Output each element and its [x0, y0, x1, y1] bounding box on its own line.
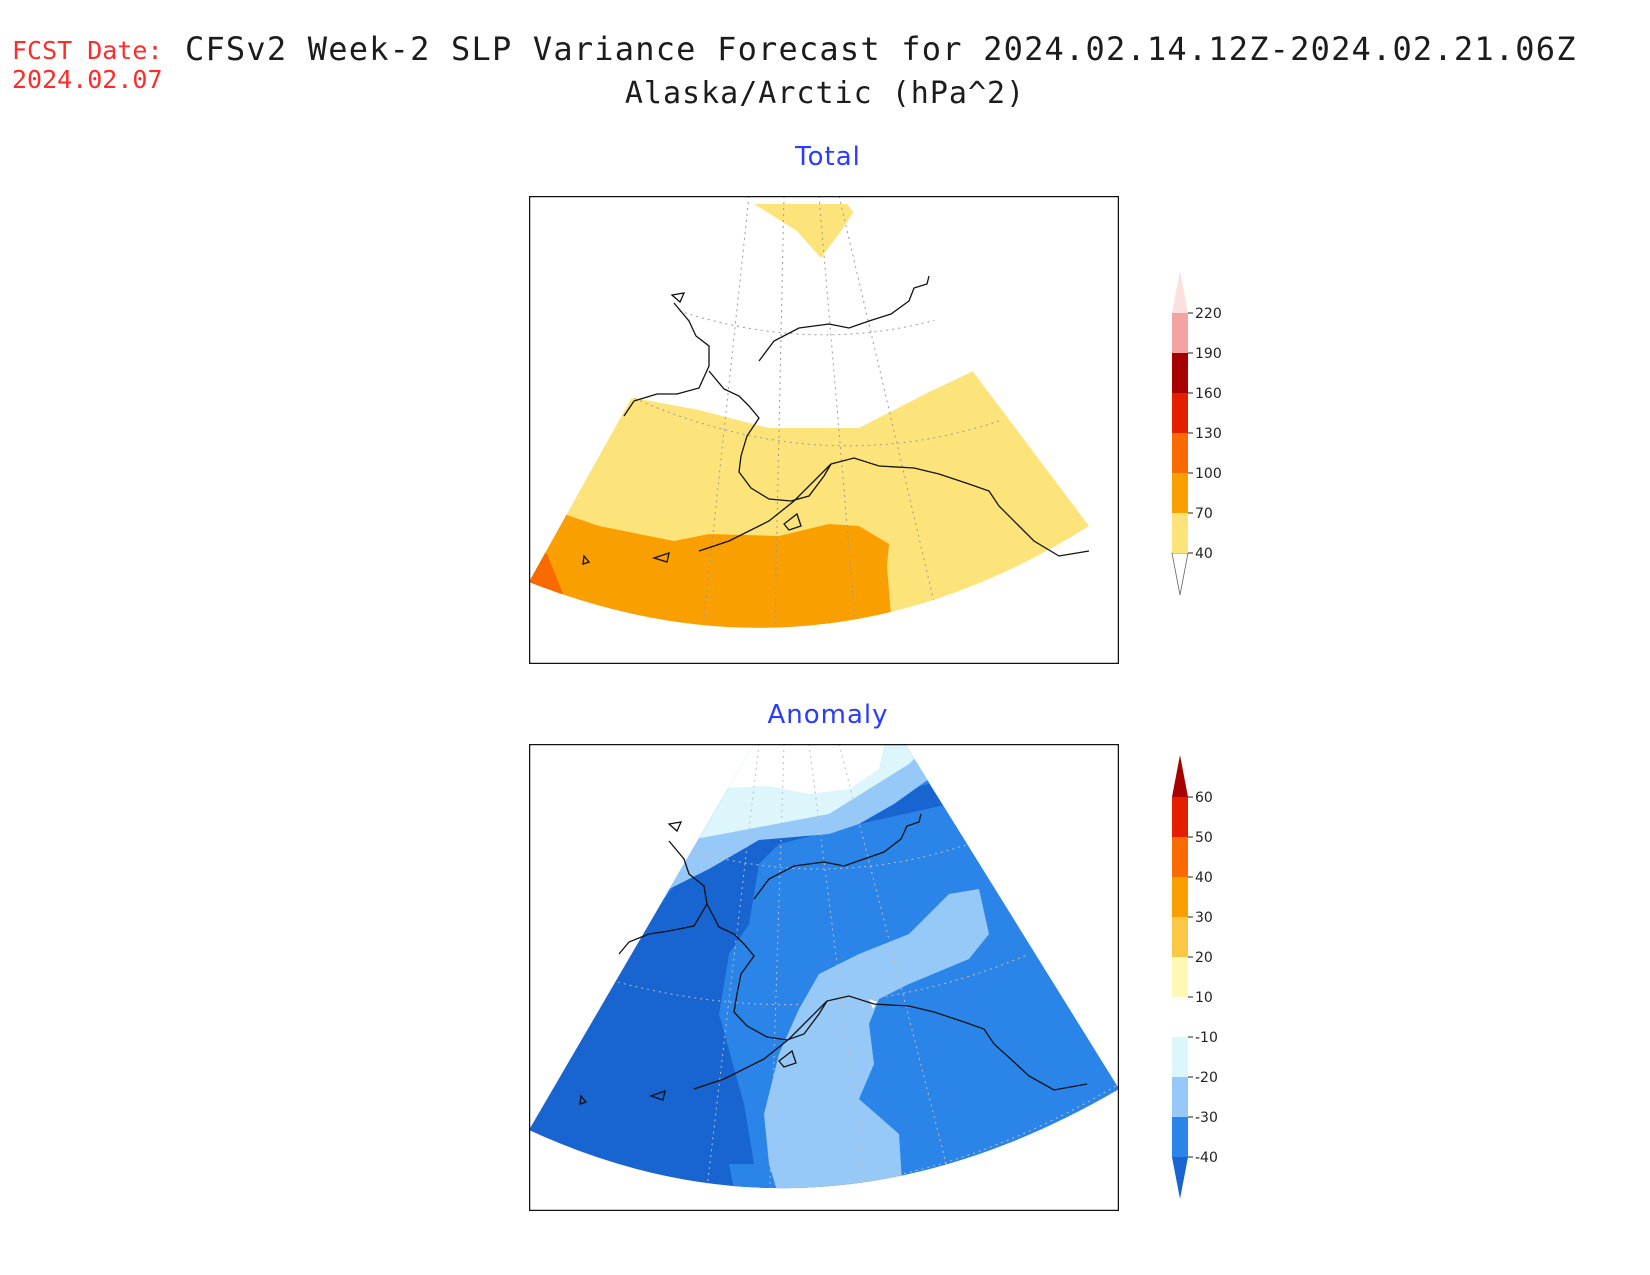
colorbar-swatch — [1172, 797, 1188, 837]
colorbar-label: 50 — [1195, 830, 1213, 846]
colorbar-label: 190 — [1195, 346, 1222, 362]
colorbar-swatch — [1172, 271, 1188, 313]
colorbar-swatch — [1172, 353, 1188, 393]
colorbar-label: 40 — [1195, 546, 1213, 562]
total-variance-map — [529, 196, 1119, 664]
colorbar-label: 220 — [1195, 306, 1222, 322]
colorbar-label: -10 — [1195, 1030, 1218, 1046]
colorbar-swatch — [1172, 1117, 1188, 1157]
fcst-date-value: 2024.02.07 — [12, 65, 163, 94]
colorbar-label: 10 — [1195, 990, 1213, 1006]
fcst-date-label: FCST Date: — [12, 36, 163, 65]
colorbar-swatch — [1172, 513, 1188, 553]
panel-title-anomaly: Anomaly — [767, 700, 889, 730]
colorbar-label: 70 — [1195, 506, 1213, 522]
colorbar-swatch — [1172, 1037, 1188, 1077]
anomaly-colorbar: -40 -30 -20 -10 10 20 30 40 50 60 — [1172, 755, 1218, 1199]
colorbar-label: -30 — [1195, 1110, 1218, 1126]
colorbar-swatch — [1172, 957, 1188, 997]
panel-title-total: Total — [795, 142, 861, 172]
anomaly-variance-map — [529, 744, 1119, 1211]
colorbar-swatch — [1172, 393, 1188, 433]
colorbar-label: 160 — [1195, 386, 1222, 402]
colorbar-swatch — [1172, 433, 1188, 473]
colorbar-swatch — [1172, 313, 1188, 353]
colorbar-swatch — [1172, 755, 1188, 797]
colorbar-swatch — [1172, 837, 1188, 877]
colorbar-label: 30 — [1195, 910, 1213, 926]
total-colorbar: 40 70 100 130 160 190 220 — [1171, 271, 1222, 596]
colorbar-label: 60 — [1195, 790, 1213, 806]
colorbar-swatch — [1172, 877, 1188, 917]
colorbar-swatch — [1172, 1157, 1188, 1199]
colorbar-swatch — [1172, 917, 1188, 957]
colorbar-label: -20 — [1195, 1070, 1218, 1086]
colorbar-label: 40 — [1195, 870, 1213, 886]
colorbar-swatch — [1172, 1077, 1188, 1117]
fcst-date-block: FCST Date: 2024.02.07 — [12, 36, 163, 94]
colorbar-swatch — [1171, 552, 1189, 596]
colorbar-label: 20 — [1195, 950, 1213, 966]
page-title: CFSv2 Week-2 SLP Variance Forecast for 2… — [185, 30, 1577, 68]
colorbar-label: -40 — [1195, 1150, 1218, 1166]
colorbar-swatch — [1172, 997, 1188, 1037]
colorbar-label: 130 — [1195, 426, 1222, 442]
colorbar-swatch — [1172, 473, 1188, 513]
colorbar-label: 100 — [1195, 466, 1222, 482]
page-subtitle: Alaska/Arctic (hPa^2) — [624, 76, 1026, 111]
